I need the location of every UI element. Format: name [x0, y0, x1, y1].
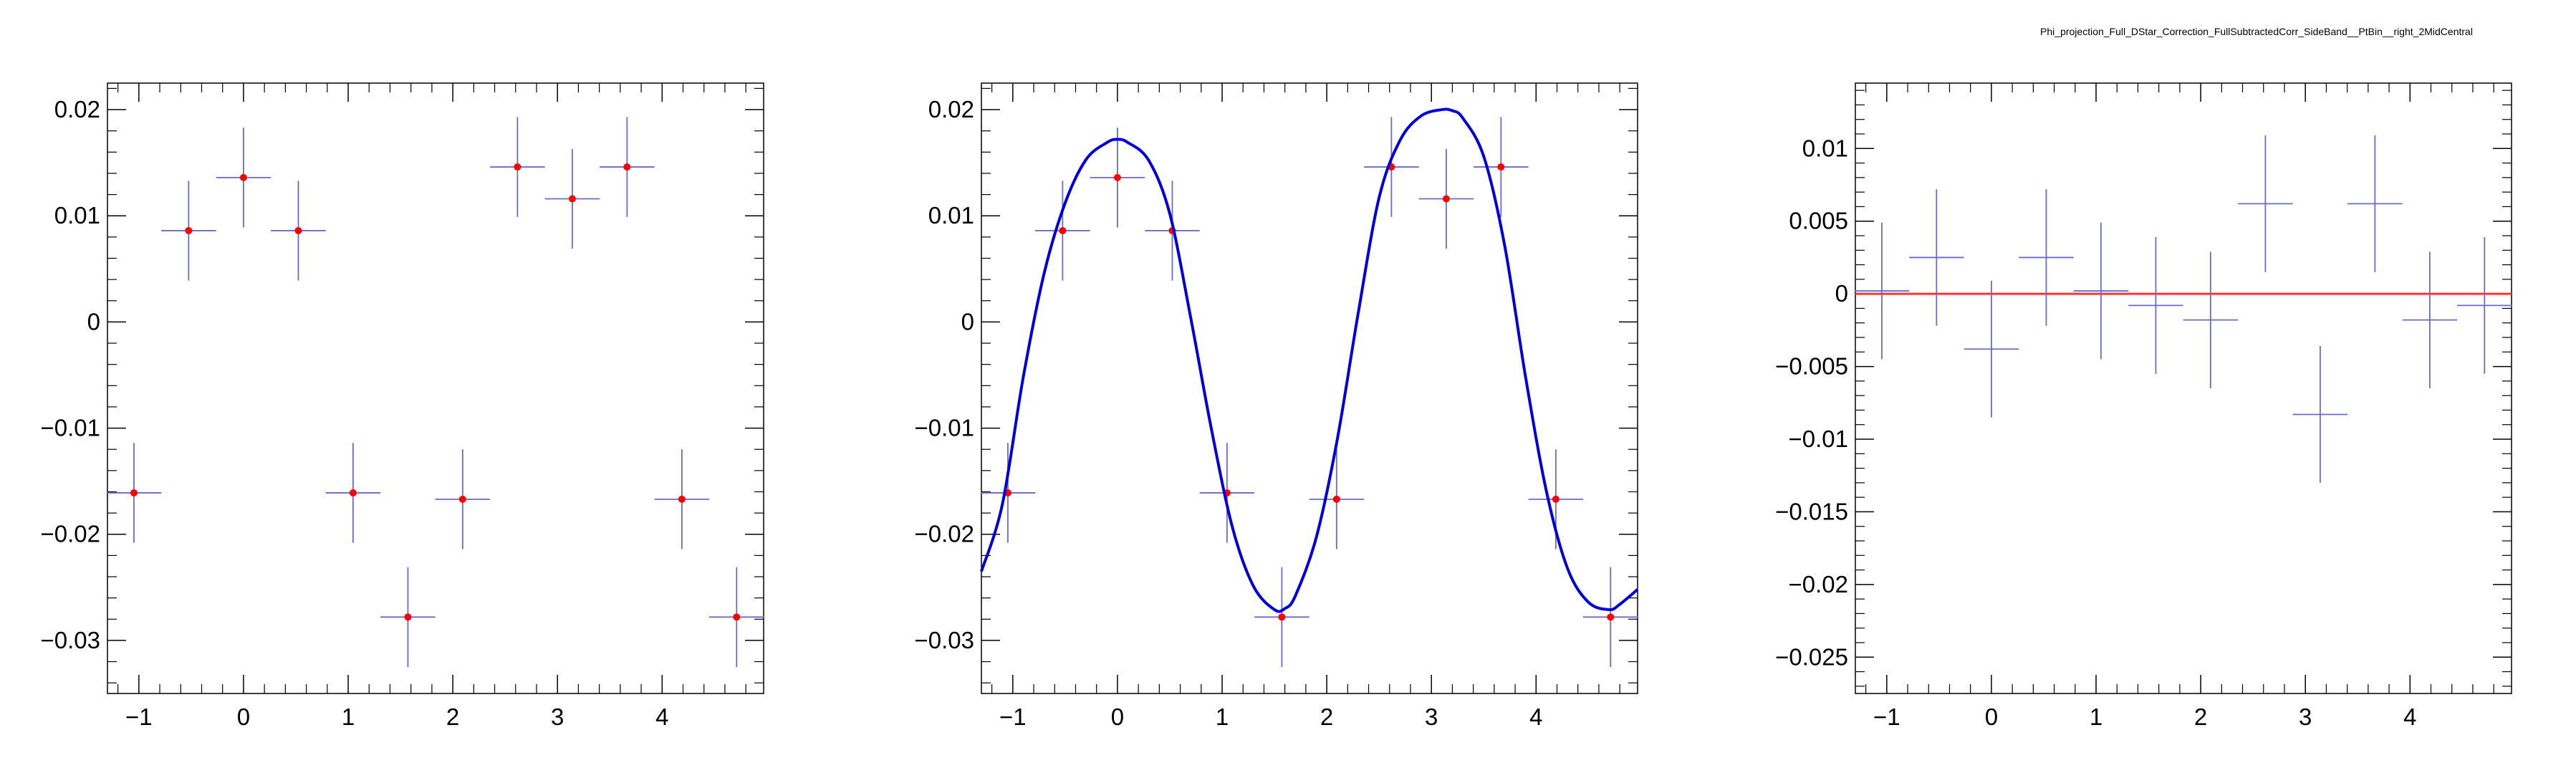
data-point: [349, 489, 357, 496]
data-point: [185, 226, 193, 234]
y-tick-label: 0.005: [1789, 208, 1848, 234]
x-tick-label: 2: [2194, 704, 2207, 730]
x-tick-label: −1: [999, 704, 1027, 730]
data-point: [514, 163, 522, 171]
data-point: [1552, 495, 1559, 503]
y-tick-label: −0.005: [1775, 353, 1848, 380]
x-tick-label: 4: [1529, 704, 1542, 730]
x-tick-label: 3: [551, 704, 564, 730]
plot-panel-1: −1 0 1 2 3 4 −0.03 −0.02 −0.01 0 0.01 0.02: [41, 82, 764, 730]
y-tick-label: 0.01: [1802, 135, 1848, 161]
y-tick-label: −0.03: [41, 627, 101, 653]
data-point: [568, 195, 576, 203]
y-tick-label: −0.01: [1789, 426, 1849, 452]
y-tick-label: −0.02: [1789, 571, 1849, 597]
y-tick-label: −0.02: [41, 521, 101, 547]
data-point: [733, 613, 741, 621]
plot-frame: [1855, 82, 2512, 694]
x-tick-label: 4: [655, 704, 668, 730]
y-tick-label: −0.01: [41, 415, 101, 441]
y-tick-label: 0.02: [54, 96, 100, 123]
fit-curve: [980, 107, 1639, 613]
data-point: [458, 495, 466, 503]
x-tick-label: 1: [2090, 704, 2102, 730]
y-tick-label: 0.02: [928, 96, 974, 123]
data-point: [1278, 613, 1286, 621]
data-point: [1497, 163, 1505, 171]
data-point: [1059, 226, 1067, 234]
y-tick-label: 0.01: [928, 202, 974, 229]
y-tick-label: −0.02: [915, 521, 975, 547]
plot-frame: [107, 82, 764, 694]
data-point: [294, 226, 302, 234]
x-tick-label: 0: [1985, 704, 1998, 730]
x-tick-label: 1: [342, 704, 355, 730]
plot-frame: [981, 82, 1638, 694]
data-point: [404, 613, 412, 621]
data-point: [130, 489, 138, 496]
y-tick-label: −0.025: [1775, 643, 1848, 670]
x-tick-label: 0: [237, 704, 250, 730]
y-tick-label: 0.01: [54, 202, 100, 229]
data-point: [1442, 195, 1450, 203]
y-tick-label: −0.01: [915, 415, 975, 441]
plot-panel-2: −1 0 1 2 3 4 −0.03 −0.02 −0.01 0 0.01 0.02: [915, 82, 1639, 730]
x-tick-label: 1: [1216, 704, 1229, 730]
y-tick-label: −0.03: [915, 627, 975, 653]
data-point: [239, 173, 247, 181]
page-title: Phi_projection_Full_DStar_Correction_Ful…: [2040, 26, 2473, 37]
x-tick-label: −1: [125, 704, 153, 730]
data-point: [1332, 495, 1340, 503]
x-tick-label: 4: [2403, 704, 2416, 730]
x-tick-label: −1: [1873, 704, 1900, 730]
y-tick-label: 0: [87, 308, 100, 335]
y-tick-label: 0: [1835, 280, 1848, 307]
x-tick-label: 3: [1425, 704, 1438, 730]
y-tick-label: −0.015: [1775, 498, 1848, 524]
x-tick-label: 0: [1111, 704, 1124, 730]
data-point: [623, 163, 631, 171]
data-point: [1113, 173, 1121, 181]
data-point: [1607, 613, 1615, 621]
data-point: [678, 495, 686, 503]
plot-panel-3: −1 0 1 2 3 4 −0.025 −0.02 −0.015 −0.01 −0.005 0 0.00…: [1775, 82, 2512, 730]
y-tick-label: 0: [961, 308, 974, 335]
x-tick-label: 2: [446, 704, 459, 730]
x-tick-label: 3: [2299, 704, 2312, 730]
x-tick-label: 2: [1320, 704, 1333, 730]
